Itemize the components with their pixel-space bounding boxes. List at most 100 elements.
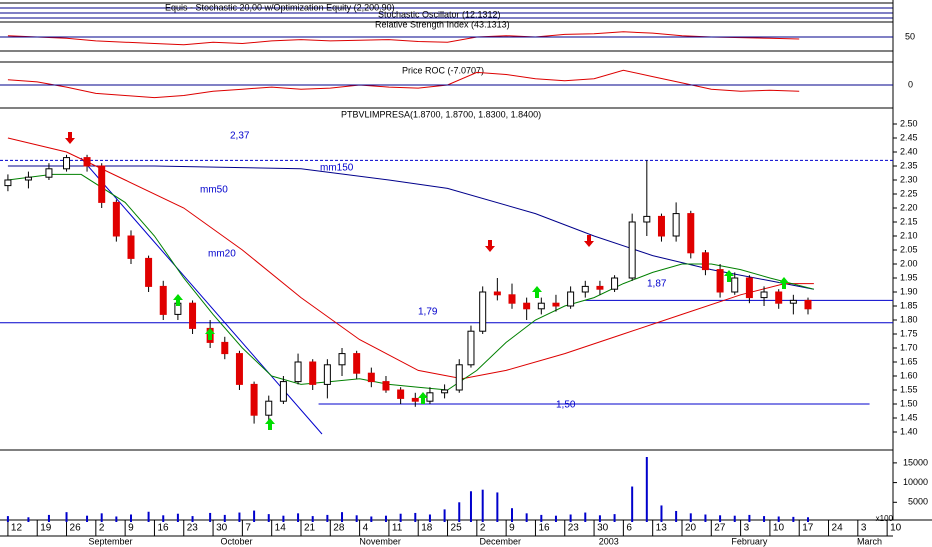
volume-tick-label: 5000 [908,497,928,507]
x-tick-label: 2 [480,523,486,534]
x-tick-label: 14 [275,523,287,534]
x-tick-label: 10 [890,523,902,534]
candle-body [537,302,545,310]
x-tick-label: 9 [128,523,134,534]
candle-body [467,330,475,366]
x-tick-label: 10 [773,523,785,534]
candle-body [127,235,135,259]
candle-body [279,381,287,402]
x-tick-label: 16 [538,523,550,534]
buy-arrow [205,328,215,340]
x-tick-label: 12 [11,523,23,534]
buy-arrow [418,392,428,404]
ma-label: mm150 [320,163,354,174]
moving-average [7,173,814,391]
month-label: 2003 [599,536,619,546]
candle-body [265,400,273,416]
candle-body [552,302,560,307]
x-tick-label: 23 [187,523,199,534]
candle-body [745,277,753,299]
roc-line [7,69,800,99]
month-label: September [88,536,132,546]
month-label: March [857,536,882,546]
candle-body [189,302,197,329]
candle-body [611,277,619,290]
candle-body [4,179,12,187]
x-tick-label: 11 [392,523,403,534]
x-tick-label: 18 [421,523,433,534]
level-label: 1,50 [556,400,576,411]
candle-body [235,353,243,385]
y-tick-label: 1.75 [900,328,918,338]
volume-tick-label: 10000 [903,477,928,487]
y-tick-label: 1.65 [900,356,918,366]
month-label: February [731,536,768,546]
x-tick-label: 30 [216,523,228,534]
y-tick-label: 1.70 [900,342,918,352]
y-tick-label: 2.20 [900,202,918,212]
candle-body [441,389,449,394]
x-tick-label: 27 [714,523,726,534]
level-label: 1,79 [418,307,438,318]
y-tick-label: 2.45 [900,132,918,142]
y-tick-label: 1.60 [900,370,918,380]
candle-body [760,291,768,299]
candle-body [45,168,53,178]
y-tick-label: 1.95 [900,272,918,282]
moving-average [7,137,814,380]
candle-body [581,285,589,293]
x-tick-label: 21 [304,523,316,534]
candle-body [716,269,724,293]
ma-label: mm50 [200,185,228,196]
x-tick-label: 28 [333,523,345,534]
x-tick-label: 17 [802,523,814,534]
candle-body [159,285,167,315]
candle-body [382,381,390,391]
x-tick-label: 7 [245,523,251,534]
candle-body [338,353,346,366]
candle-body [24,176,32,181]
buy-arrow [532,286,542,298]
candle-body [596,285,604,290]
candle-body [804,299,812,310]
candle-body [657,215,665,237]
candle-body [367,372,375,383]
x-tick-label: 3 [861,523,867,534]
candle-body [250,383,258,416]
x-tick-label: 6 [626,523,632,534]
level-label: 2,37 [230,131,250,142]
y-tick-label: 2.15 [900,216,918,226]
candle-body [353,353,361,374]
candle-body [701,252,709,271]
candle-body [323,364,331,385]
month-label: November [359,536,401,546]
rsi-tick-label: 50 [905,31,915,41]
y-tick-label: 1.45 [900,412,918,422]
candle-body [83,157,91,167]
level-label: 1,87 [647,279,667,290]
y-tick-label: 2.00 [900,258,918,268]
candle-body [426,392,434,402]
candle-body [145,257,153,287]
candle-body [493,291,501,296]
roc-tick-label: 0 [908,79,913,89]
panel-title: Price ROC (-7.0707) [402,65,484,75]
buy-arrow [724,270,734,282]
candle-body [643,215,651,223]
candle-body [411,397,419,402]
y-tick-label: 2.50 [900,118,918,128]
panel-title: Equis - Stochastic 20,00 w/Optimization … [165,2,395,12]
buy-arrow [173,294,183,306]
candle-body [98,165,106,203]
y-tick-label: 2.25 [900,188,918,198]
candle-body [294,361,302,383]
candle-body [567,291,575,307]
panel-title: Relative Strength Index (43.1313) [375,19,510,29]
sell-arrow [584,235,594,247]
x-tick-label: 2 [99,523,105,534]
candle-body [309,361,317,385]
x-tick-label: 24 [832,523,844,534]
rsi-line [7,31,800,46]
